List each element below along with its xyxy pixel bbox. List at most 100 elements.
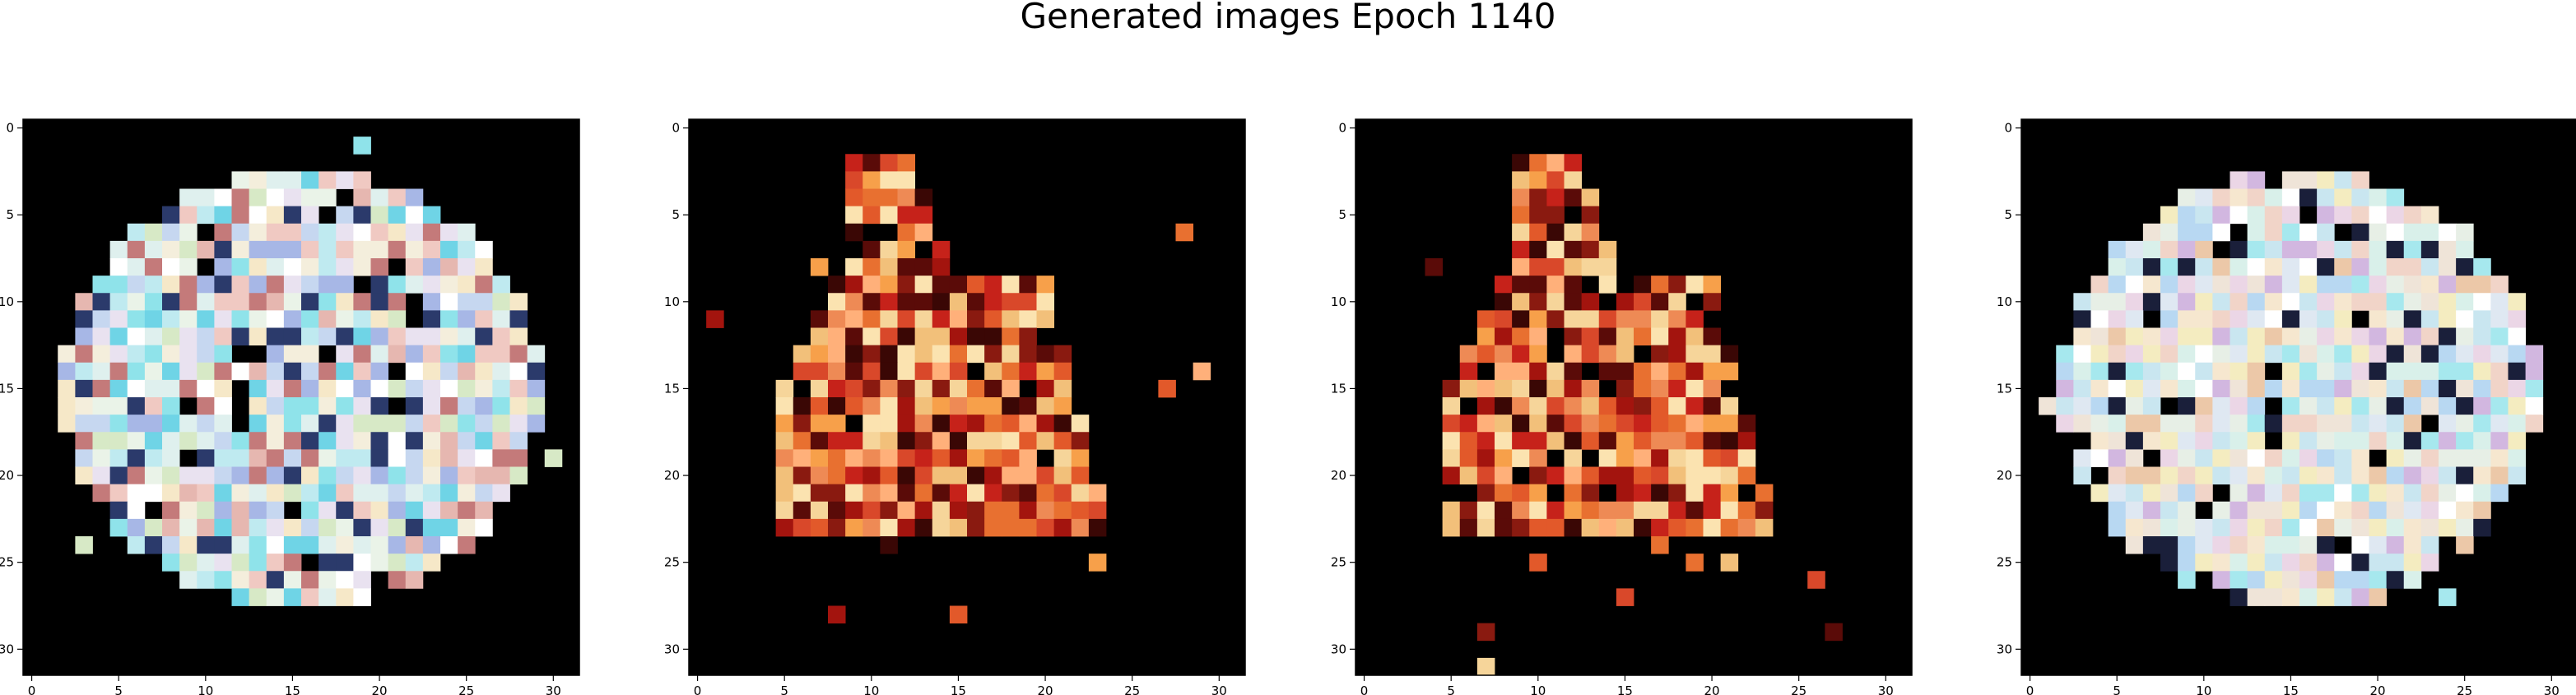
pixel-cell bbox=[2160, 327, 2178, 346]
pixel-cell bbox=[1703, 484, 1722, 503]
pixel-cell bbox=[144, 536, 163, 554]
pixel-cell bbox=[544, 449, 563, 467]
pixel-cell bbox=[2386, 362, 2405, 381]
pixel-cell bbox=[336, 588, 354, 606]
pixel-cell bbox=[2299, 293, 2318, 311]
pixel-cell bbox=[2264, 554, 2283, 572]
pixel-cell bbox=[1616, 449, 1634, 467]
pixel-cell bbox=[2195, 327, 2213, 346]
pixel-cell bbox=[301, 484, 319, 503]
pixel-cell bbox=[2264, 501, 2283, 520]
pixel-cell bbox=[863, 293, 881, 311]
pixel-cell bbox=[249, 240, 267, 259]
pixel-cell bbox=[2439, 345, 2457, 364]
pixel-cell bbox=[845, 449, 863, 467]
pixel-cell bbox=[144, 310, 163, 328]
pixel-cell bbox=[2299, 588, 2318, 606]
pixel-cell bbox=[863, 154, 881, 172]
pixel-cell bbox=[92, 293, 111, 311]
pixel-cell bbox=[1495, 518, 1513, 537]
pixel-cell bbox=[2281, 223, 2300, 242]
pixel-cell bbox=[370, 293, 389, 311]
pixel-cell bbox=[492, 449, 510, 467]
pixel-cell bbox=[283, 310, 302, 328]
pixel-cell bbox=[353, 362, 371, 381]
pixel-cell bbox=[880, 466, 898, 485]
pixel-cell bbox=[1668, 293, 1686, 311]
pixel-cell bbox=[2178, 276, 2196, 294]
pixel-cell bbox=[2334, 327, 2352, 346]
pixel-cell bbox=[249, 258, 267, 276]
pixel-cell bbox=[458, 223, 476, 242]
pixel-cell bbox=[283, 415, 302, 433]
x-tick-label: 0 bbox=[694, 683, 702, 695]
pixel-cell bbox=[2178, 362, 2196, 381]
pixel-cell bbox=[2317, 466, 2335, 485]
pixel-cell bbox=[2230, 240, 2248, 259]
pixel-cell bbox=[231, 258, 250, 276]
x-tick-label: 20 bbox=[372, 683, 388, 695]
y-tick-label: 15 bbox=[1997, 381, 2012, 396]
pixel-cell bbox=[1495, 327, 1513, 346]
pixel-cell bbox=[370, 258, 389, 276]
pixel-cell bbox=[405, 345, 424, 364]
pixel-cell bbox=[2195, 276, 2213, 294]
pixel-cell bbox=[336, 397, 354, 415]
pixel-cell bbox=[2456, 518, 2474, 537]
pixel-cell bbox=[353, 171, 371, 189]
pixel-cell bbox=[984, 449, 1002, 467]
pixel-cell bbox=[863, 240, 881, 259]
pixel-cell bbox=[283, 484, 302, 503]
pixel-cell bbox=[144, 379, 163, 398]
pixel-cell bbox=[1581, 397, 1600, 415]
pixel-cell bbox=[440, 449, 458, 467]
pixel-cell bbox=[1002, 379, 1020, 398]
pixel-cell bbox=[353, 345, 371, 364]
pixel-cell bbox=[388, 223, 407, 242]
pixel-cell bbox=[405, 518, 424, 537]
pixel-cell bbox=[144, 415, 163, 433]
pixel-cell bbox=[2264, 588, 2283, 606]
y-tick-label: 10 bbox=[664, 294, 680, 309]
pixel-cell bbox=[214, 397, 232, 415]
pixel-cell bbox=[1668, 397, 1686, 415]
pixel-cell bbox=[214, 432, 232, 450]
pixel-cell bbox=[1564, 276, 1583, 294]
pixel-cell bbox=[179, 518, 198, 537]
pixel-cell bbox=[162, 466, 180, 485]
pixel-cell bbox=[2317, 362, 2335, 381]
pixel-cell bbox=[949, 379, 968, 398]
pixel-cell bbox=[2160, 258, 2178, 276]
pixel-cell bbox=[266, 379, 285, 398]
pixel-cell bbox=[863, 327, 881, 346]
pixel-cell bbox=[2178, 223, 2196, 242]
pixel-cell bbox=[2264, 206, 2283, 225]
pixel-cell bbox=[266, 345, 285, 364]
pixel-cell bbox=[492, 415, 510, 433]
pixel-cell bbox=[1495, 362, 1513, 381]
y-tick-label: 0 bbox=[6, 121, 14, 136]
pixel-cell bbox=[1755, 518, 1774, 537]
pixel-cell bbox=[2178, 571, 2196, 589]
pixel-cell bbox=[2125, 327, 2144, 346]
pixel-cell bbox=[2160, 415, 2178, 433]
pixel-cell bbox=[475, 415, 493, 433]
axes-frame bbox=[1355, 118, 1913, 676]
pixel-cell bbox=[231, 362, 250, 381]
pixel-cell bbox=[1495, 466, 1513, 485]
pixel-cell bbox=[301, 379, 319, 398]
pixel-cell bbox=[109, 362, 128, 381]
pixel-cell bbox=[370, 276, 389, 294]
pixel-cell bbox=[2142, 240, 2161, 259]
pixel-cell bbox=[1036, 379, 1055, 398]
pixel-cell bbox=[1737, 449, 1756, 467]
pixel-cell bbox=[1686, 397, 1704, 415]
pixel-cell bbox=[1737, 466, 1756, 485]
pixel-cell bbox=[2142, 345, 2161, 364]
pixel-cell bbox=[1598, 466, 1617, 485]
pixel-cell bbox=[2386, 484, 2405, 503]
pixel-cell bbox=[2351, 484, 2369, 503]
pixel-cell bbox=[214, 449, 232, 467]
pixel-cell bbox=[197, 501, 215, 520]
pixel-cell bbox=[1019, 293, 1037, 311]
